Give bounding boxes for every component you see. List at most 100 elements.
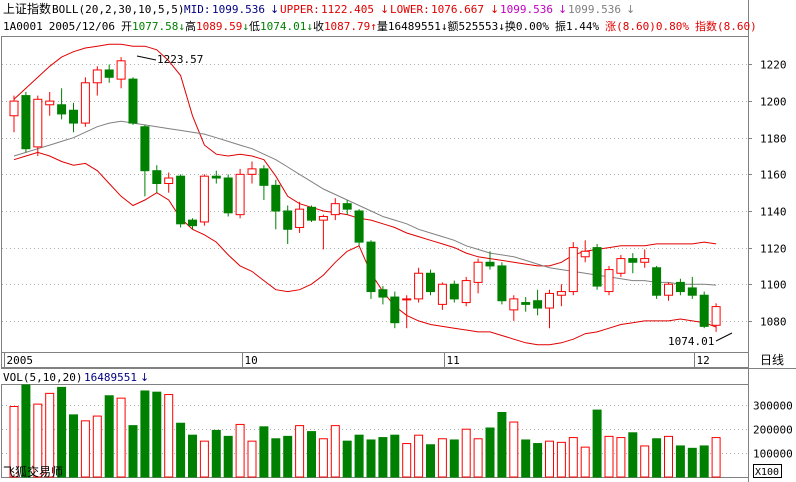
candle-body bbox=[318, 215, 328, 221]
volume-bar bbox=[354, 434, 364, 478]
open-value: 1077.58 bbox=[132, 20, 178, 33]
quote-code: 1A0001 bbox=[3, 20, 43, 33]
date-axis-strip bbox=[1, 352, 749, 368]
indicator-params: BOLL(20,2,30,10,5,5) bbox=[52, 3, 184, 16]
volume-bar bbox=[307, 431, 316, 478]
watermark: 飞狐交易师 bbox=[3, 464, 63, 479]
volume-bar bbox=[640, 445, 650, 478]
volume-arrow-icon: ↓ bbox=[140, 371, 149, 384]
candle bbox=[223, 174, 233, 217]
candle-body bbox=[497, 265, 507, 302]
candle bbox=[21, 91, 31, 153]
candle bbox=[711, 303, 721, 332]
candle-body bbox=[485, 261, 495, 267]
volume-bar bbox=[33, 403, 43, 478]
volume-bar bbox=[449, 439, 459, 478]
candle bbox=[568, 242, 578, 296]
turnover-label: 换 bbox=[505, 19, 516, 33]
price-tick-label: 1100 bbox=[760, 279, 787, 292]
candle-body bbox=[354, 210, 364, 243]
volume-bar bbox=[521, 439, 531, 478]
candle-body bbox=[223, 177, 233, 214]
candle bbox=[271, 179, 281, 230]
index-name: 上证指数 bbox=[3, 1, 51, 16]
candle-body bbox=[33, 98, 43, 148]
candle bbox=[247, 161, 257, 184]
volume-current: 16489551 bbox=[84, 371, 137, 384]
candle-body bbox=[628, 258, 638, 263]
mid-arrow-icon: ↓ bbox=[270, 3, 279, 16]
candle bbox=[628, 253, 638, 274]
price-tick-label: 1120 bbox=[760, 243, 787, 256]
extra-arrow-1-icon: ↓ bbox=[558, 3, 567, 16]
volume-bar bbox=[342, 440, 352, 478]
candle-body bbox=[104, 69, 114, 78]
change-label: 涨 bbox=[605, 20, 616, 33]
candle bbox=[9, 95, 19, 133]
close-value: 1087.79 bbox=[324, 20, 370, 33]
candle-body bbox=[164, 177, 174, 185]
candle bbox=[283, 205, 293, 244]
candle-body bbox=[556, 291, 566, 296]
volume-bar bbox=[116, 397, 126, 478]
volume-bar bbox=[211, 429, 221, 478]
month-label: 11 bbox=[447, 354, 460, 367]
candle-body bbox=[116, 60, 126, 80]
candle-body bbox=[533, 300, 543, 309]
volume-bar bbox=[128, 425, 138, 478]
lower-value: 1076.667 bbox=[431, 3, 484, 16]
volume-bar bbox=[616, 437, 626, 478]
price-panel-frame bbox=[1, 36, 749, 353]
candle bbox=[652, 265, 662, 299]
candle bbox=[521, 297, 531, 312]
volume-tick-label: 100000 bbox=[753, 448, 793, 461]
volume-bar bbox=[176, 422, 186, 478]
index-change-label: 指数 bbox=[695, 19, 717, 33]
high-value: 1089.59 bbox=[196, 20, 242, 33]
upper-label: UPPER: bbox=[280, 3, 320, 16]
candle-body bbox=[568, 247, 578, 293]
volume-bar bbox=[699, 445, 709, 478]
candle-body bbox=[652, 267, 662, 296]
candle-body bbox=[57, 104, 67, 115]
volume-bar bbox=[283, 435, 293, 478]
volume-bar bbox=[426, 444, 435, 478]
volume-bar bbox=[57, 386, 67, 478]
candle-body bbox=[188, 219, 197, 227]
close-label: 收 bbox=[313, 19, 324, 33]
candle-body bbox=[675, 281, 685, 293]
index-change-value: (8.60) bbox=[717, 20, 757, 33]
candle-body bbox=[580, 250, 590, 258]
volume-bar bbox=[223, 435, 233, 478]
candle-body bbox=[366, 241, 376, 293]
candle-body bbox=[545, 292, 554, 309]
extra-arrow-2-icon: ↓ bbox=[626, 3, 635, 16]
volume-bar bbox=[687, 447, 697, 478]
volume-bar bbox=[509, 421, 519, 478]
period-label[interactable]: 日线 bbox=[760, 353, 784, 367]
candle-body bbox=[473, 261, 483, 283]
candle-body bbox=[199, 175, 209, 223]
turnover-value: 0.00% bbox=[516, 20, 549, 33]
candle bbox=[33, 95, 43, 157]
candle bbox=[211, 170, 221, 184]
candle bbox=[188, 218, 197, 230]
volume-bar bbox=[592, 409, 602, 478]
volume-bar bbox=[104, 395, 114, 478]
price-axis-labels: 1080 1100 1120 1140 1160 1180 1200 1220 bbox=[760, 59, 787, 329]
candle bbox=[664, 282, 673, 301]
price-tick-label: 1200 bbox=[760, 96, 787, 109]
candle-body bbox=[140, 126, 150, 172]
quote-date: 2005/12/06 bbox=[49, 20, 115, 33]
volume-bar bbox=[545, 440, 554, 478]
low-marker-leader bbox=[715, 332, 733, 342]
volume-bar bbox=[402, 443, 412, 478]
candle bbox=[414, 267, 424, 303]
candle-body bbox=[378, 289, 388, 298]
candle-body bbox=[640, 258, 650, 263]
volume-bar bbox=[259, 426, 269, 478]
low-arrow-icon: ↓ bbox=[306, 20, 313, 33]
candle bbox=[92, 66, 102, 96]
